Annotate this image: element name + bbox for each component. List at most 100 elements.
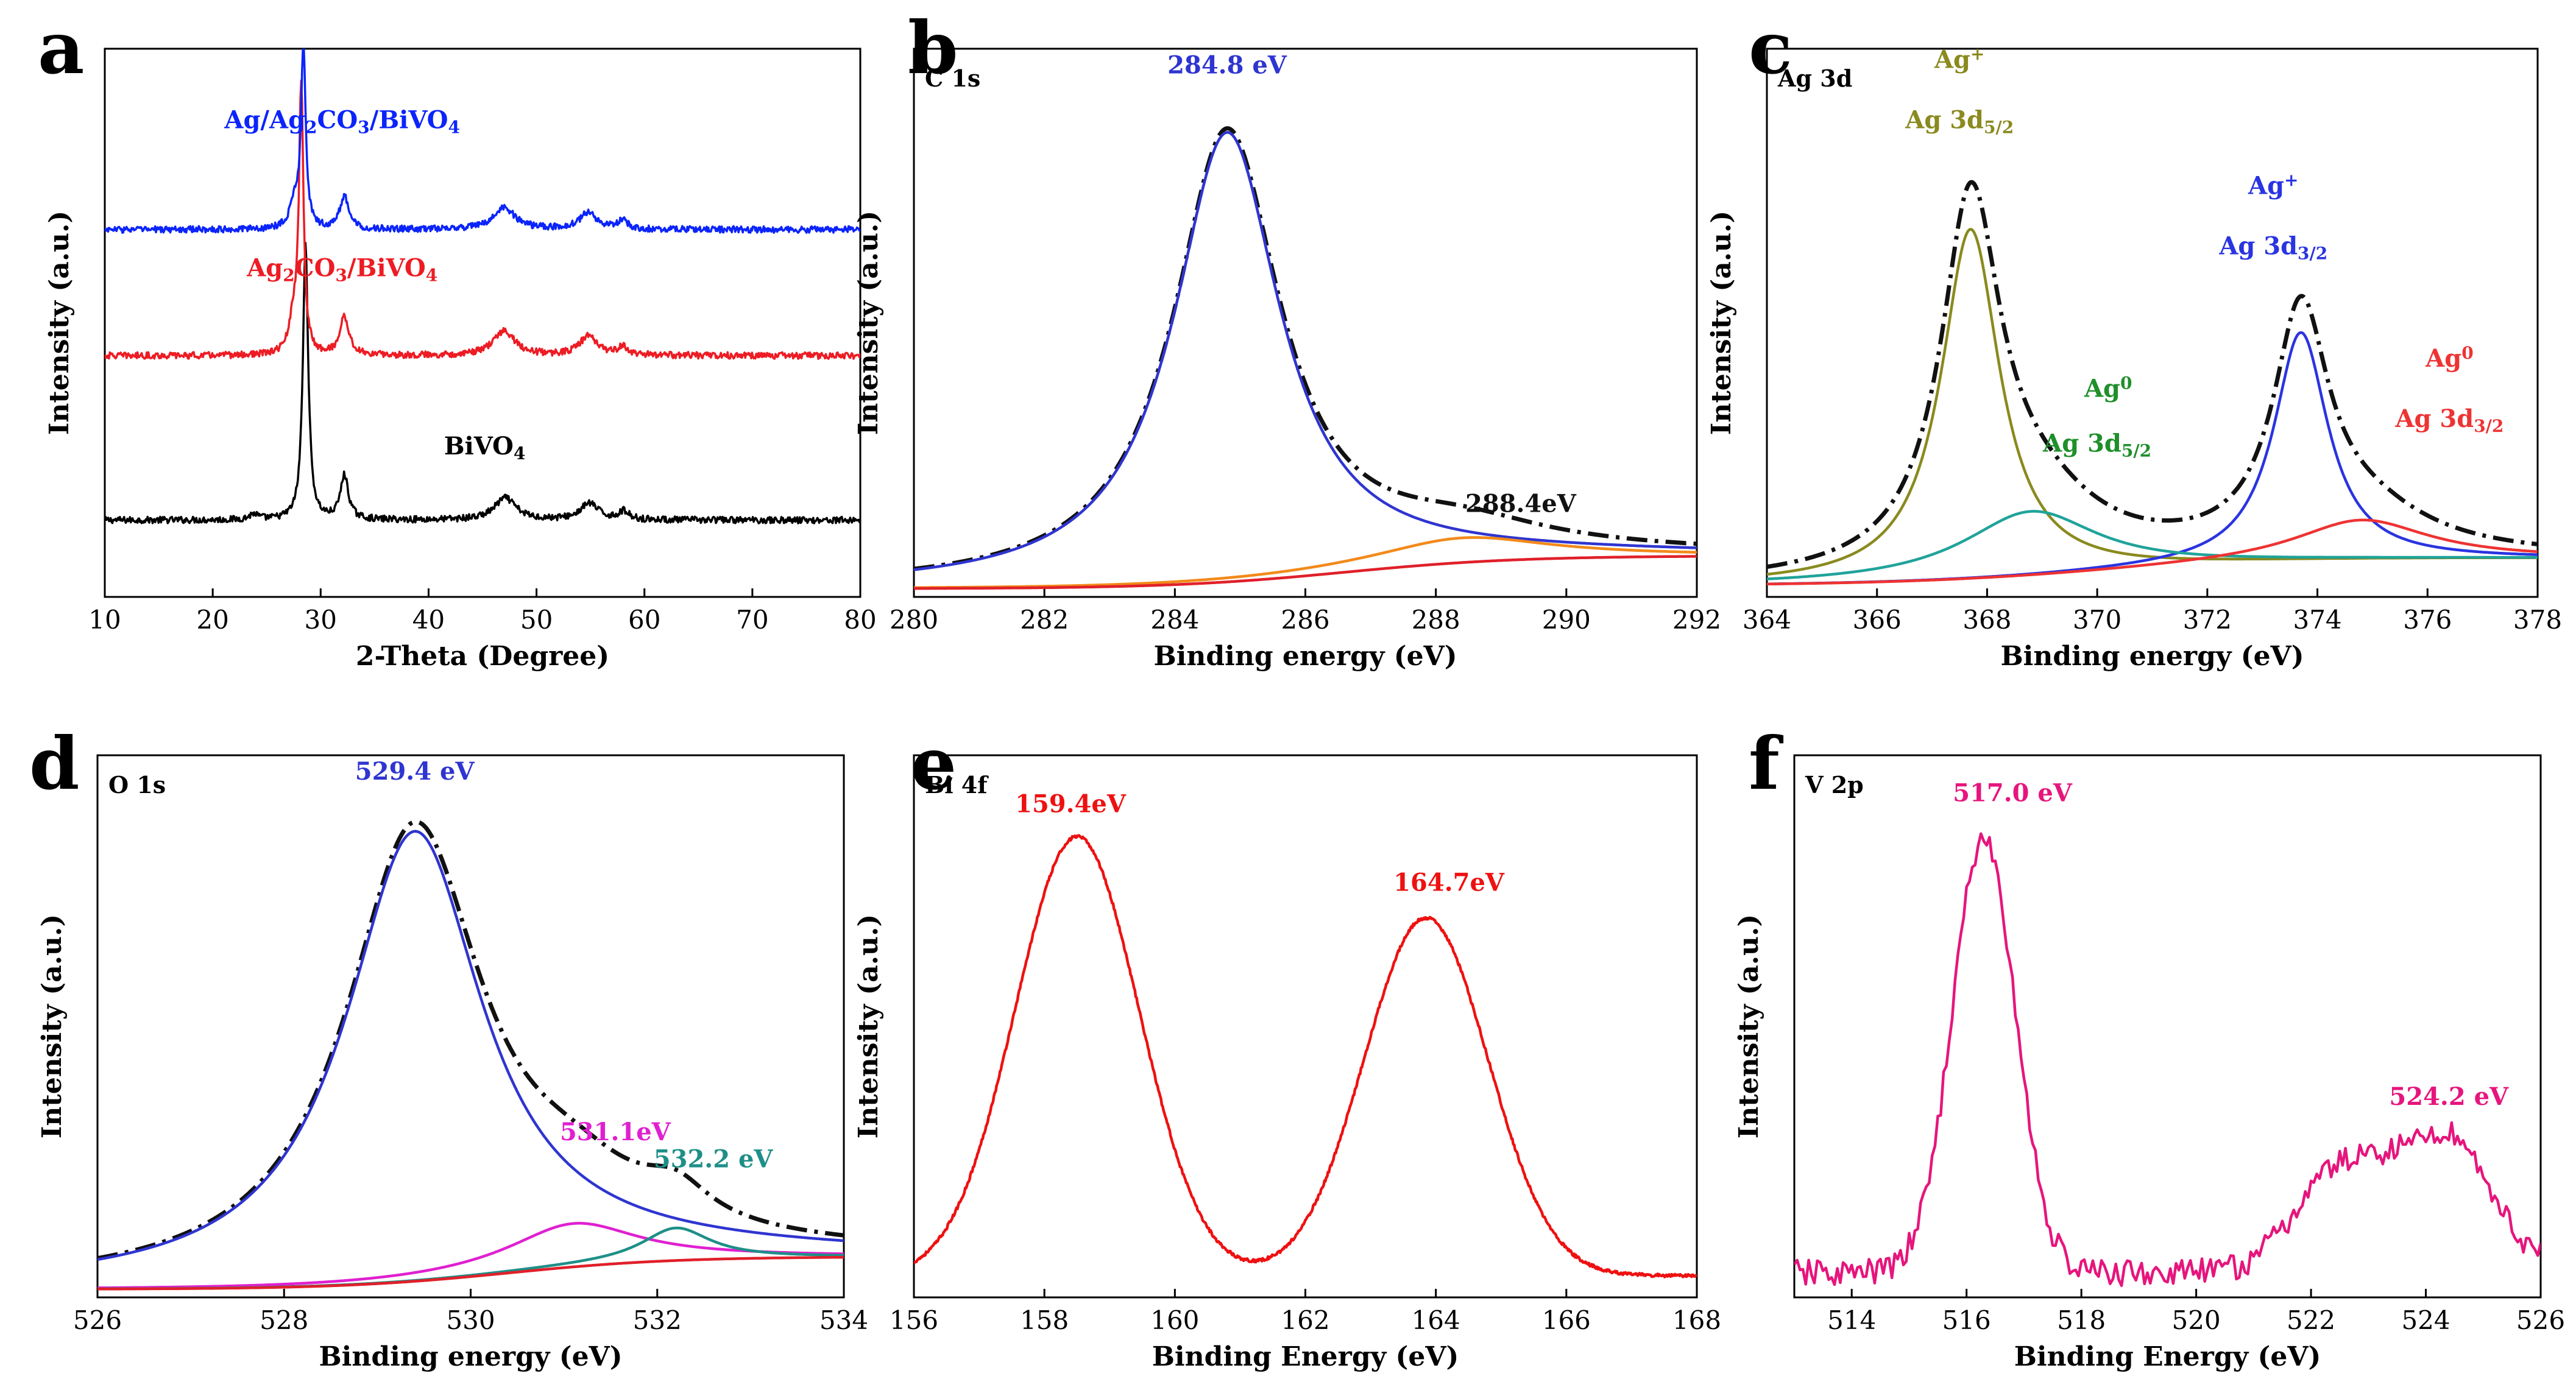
annotation-c-2: Ag+: [2248, 171, 2298, 200]
x-tick-label-a: 70: [736, 605, 768, 635]
plot-area-c: [1767, 180, 2538, 586]
series-line-a-0: [105, 241, 860, 524]
x-axis-label-a: 2-Theta (Degree): [356, 641, 609, 672]
annotation-c-7: Ag 3d3/2: [2394, 404, 2503, 436]
x-tick-label-a: 10: [88, 605, 121, 635]
series-line-c-2: [1767, 331, 2538, 585]
annotation-c-6-part: Ag: [2425, 344, 2461, 373]
plot-area-d: [97, 819, 844, 1291]
annotation-e-0: 159.4eV: [1015, 789, 1127, 818]
annotation-c-7-part: 3/2: [2474, 416, 2503, 436]
panel-title-c: Ag 3d: [1777, 65, 1852, 92]
x-tick-label-e: 156: [890, 1305, 938, 1335]
annotation-c-0: Ag+: [1934, 44, 1984, 74]
series-line-d-2: [97, 1222, 844, 1289]
y-axis-label-b: Intensity (a.u.): [853, 211, 884, 435]
x-tick-label-d: 530: [446, 1305, 495, 1335]
series-line-b-0: [914, 126, 1697, 571]
x-tick-label-f: 516: [1942, 1305, 1991, 1335]
x-tick-label-e: 160: [1150, 1305, 1199, 1335]
annotation-c-2-part: +: [2284, 171, 2298, 191]
series-line-c-4: [1767, 518, 2538, 586]
series-line-c-0: [1767, 180, 2538, 570]
panel-title-f: V 2p: [1805, 771, 1864, 799]
x-tick-label-e: 166: [1542, 1305, 1591, 1335]
series-label-a-1-part: Ag: [246, 254, 283, 283]
annotation-c-6-part: 0: [2461, 343, 2473, 363]
x-tick-label-b: 286: [1281, 605, 1329, 635]
panel-d: d 526 528 530 532 534 Binding energy (eV) Inten…: [29, 721, 868, 1372]
x-tick-label-a: 50: [520, 605, 553, 635]
annotation-c-3-part: 3/2: [2298, 244, 2327, 264]
series-label-a-2-part: Ag/Ag: [224, 106, 305, 135]
x-axis-label-f: Binding Energy (eV): [2014, 1341, 2321, 1372]
annotation-c-0-part: Ag: [1934, 46, 1970, 74]
x-tick-label-c: 366: [1853, 605, 1902, 635]
x-tick-label-a: 80: [844, 605, 876, 635]
panel-f: f 514 516 518 520 522 524 526 Binding Energy (eV…: [1733, 721, 2565, 1372]
x-tick-label-b: 284: [1150, 605, 1199, 635]
x-tick-label-c: 378: [2513, 605, 2562, 635]
annotation-c-1-part: 5/2: [1984, 118, 2014, 138]
annotation-d-1: 531.1eV: [560, 1118, 671, 1146]
series-label-a-0: BiVO4: [444, 432, 526, 464]
x-tick-label-a: 60: [628, 605, 660, 635]
x-tick-label-f: 514: [1827, 1305, 1876, 1335]
series-label-a-2-part: 2: [305, 118, 317, 138]
x-tick-label-a: 40: [412, 605, 445, 635]
panel-e: e 156 158 160 162 164 166 168 Binding Energy (eV…: [853, 721, 1721, 1372]
y-axis-label-f: Intensity (a.u.): [1733, 914, 1764, 1138]
x-axis-label-e: Binding Energy (eV): [1152, 1341, 1459, 1372]
annotation-b-0: 284.8 eV: [1167, 51, 1287, 80]
series-label-a-1-part: 3: [335, 266, 347, 286]
x-tick-label-d: 532: [633, 1305, 682, 1335]
x-tick-label-c: 372: [2183, 605, 2232, 635]
panel-title-b: C 1s: [925, 65, 980, 92]
plot-frame-a: [104, 48, 862, 598]
annotation-c-4: Ag0: [2084, 373, 2132, 403]
y-axis-label-c: Intensity (a.u.): [1706, 211, 1737, 435]
plot-area-f: [1794, 832, 2541, 1287]
x-axis-label-c: Binding energy (eV): [2000, 641, 2304, 672]
x-axis-label-b: Binding energy (eV): [1153, 641, 1457, 672]
x-tick-label-c: 370: [2073, 605, 2121, 635]
series-label-a-1-part: CO: [295, 254, 336, 283]
x-tick-label-b: 290: [1542, 605, 1591, 635]
x-tick-label-e: 158: [1020, 1305, 1069, 1335]
y-axis-label-d: Intensity (a.u.): [37, 914, 68, 1138]
plot-area-e: [914, 834, 1697, 1278]
x-tick-label-e: 168: [1672, 1305, 1721, 1335]
x-tick-label-c: 368: [1962, 605, 2011, 635]
x-tick-label-f: 522: [2287, 1305, 2335, 1335]
series-line-d-1: [97, 830, 844, 1261]
series-line-f-0: [1794, 832, 2541, 1287]
annotation-d-0: 529.4 eV: [355, 757, 475, 786]
annotation-f-0: 517.0 eV: [1953, 779, 2073, 808]
x-tick-label-a: 20: [196, 605, 228, 635]
x-tick-label-b: 288: [1412, 605, 1460, 635]
series-line-a-2: [105, 49, 860, 234]
x-tick-label-b: 292: [1672, 605, 1721, 635]
series-label-a-2-part: CO: [317, 106, 358, 135]
annotation-c-2-part: Ag: [2248, 172, 2284, 200]
series-label-a-0-part: 4: [514, 443, 525, 464]
panel-title-d: O 1s: [108, 771, 166, 799]
panel-title-e: Bi 4f: [925, 771, 989, 799]
x-axis-label-d: Binding energy (eV): [319, 1341, 622, 1372]
plot-frame-b: [913, 48, 1698, 598]
x-tick-label-e: 164: [1412, 1305, 1460, 1335]
annotation-c-3-part: Ag 3d: [2218, 232, 2298, 261]
x-tick-label-c: 376: [2403, 605, 2452, 635]
series-label-a-2-part: 3: [358, 118, 369, 138]
series-label-a-2-part: 4: [448, 118, 460, 138]
annotation-b-1: 288.4eV: [1465, 490, 1577, 518]
plot-frame-d: [96, 754, 845, 1299]
annotation-c-4-part: Ag: [2084, 375, 2120, 403]
x-tick-label-f: 524: [2401, 1305, 2450, 1335]
annotation-d-2: 532.2 eV: [654, 1144, 774, 1173]
series-line-b-2: [914, 536, 1697, 589]
x-tick-label-c: 364: [1743, 605, 1791, 635]
